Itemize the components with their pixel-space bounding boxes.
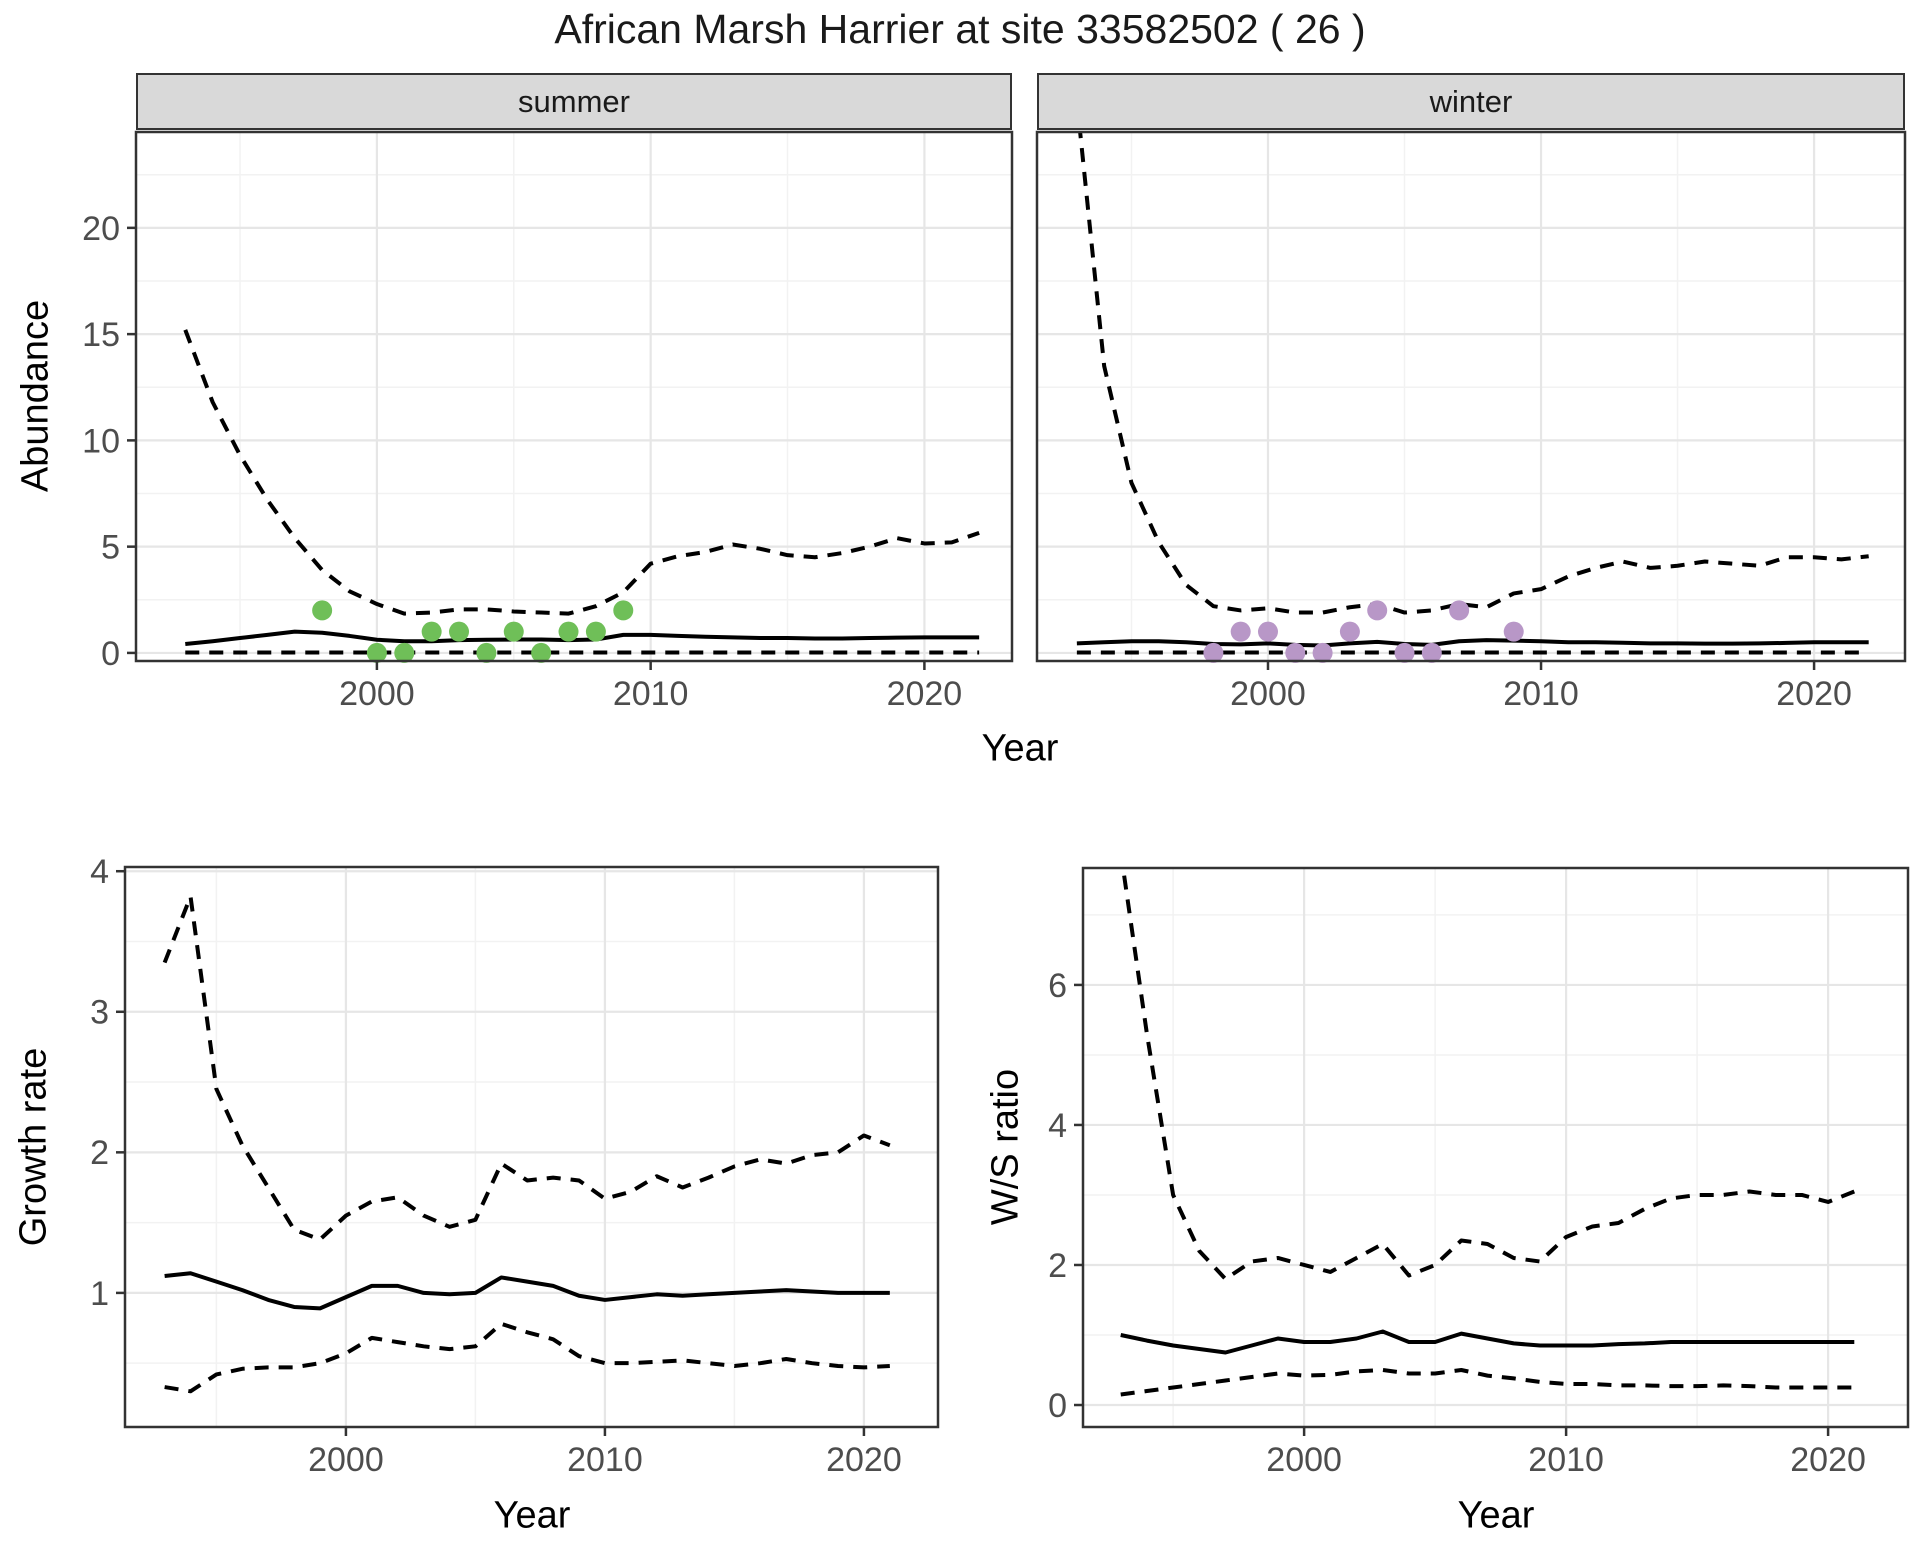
- abundance-axis-title: Abundance: [14, 299, 57, 493]
- y-tick-label: 4: [1048, 1107, 1067, 1145]
- observation-point: [394, 642, 415, 663]
- growth-rate-axis-title: Growth rate: [12, 1047, 55, 1247]
- observation-point: [1503, 621, 1524, 642]
- lower_ci-line: [164, 1321, 890, 1394]
- series-group: [162, 894, 891, 1394]
- y-tick-label: 6: [1048, 967, 1067, 1005]
- year-axis-title-ws: Year: [1457, 1494, 1535, 1537]
- y-tick-label: 2: [1048, 1247, 1067, 1285]
- x-tick-label: 2020: [887, 675, 963, 713]
- panel-background: [1083, 868, 1908, 1427]
- observation-point: [1367, 600, 1388, 621]
- observation-point: [503, 621, 524, 642]
- panel-growth-rate: 2000 2010 2020 1 2 3 4: [90, 853, 940, 1479]
- y-tick-label: 3: [90, 994, 109, 1032]
- y-tick-label: 4: [90, 853, 109, 891]
- y-tick-label: 0: [1048, 1387, 1067, 1425]
- panel-abundance-summer: 2000 2010 2020 0 5 10 15 20: [82, 130, 1014, 713]
- facet-strip-summer: summer: [136, 73, 1012, 130]
- observation-point: [1394, 642, 1415, 663]
- observation-point: [1230, 621, 1251, 642]
- axis-ticks: 2000 2010 2020 1 2 3 4: [90, 853, 902, 1479]
- upper_ci-line: [1078, 132, 1869, 615]
- x-tick-label: 2000: [1266, 1441, 1342, 1479]
- observation-point: [312, 600, 333, 621]
- y-tick-label: 15: [82, 316, 120, 354]
- x-tick-label: 2020: [1790, 1441, 1866, 1479]
- year-axis-title-top: Year: [981, 727, 1059, 770]
- observation-point: [1203, 642, 1224, 663]
- observation-point: [613, 600, 634, 621]
- panel-abundance-winter: 2000 2010 2020: [1035, 130, 1907, 713]
- axis-ticks: 2000 2010 2020 0 5 10 15 20: [82, 210, 962, 713]
- observation-point: [366, 642, 387, 663]
- figure-title: African Marsh Harrier at site 33582502 (…: [554, 6, 1366, 52]
- y-tick-label: 10: [82, 422, 120, 460]
- median-line: [185, 629, 980, 646]
- x-tick-label: 2020: [826, 1441, 902, 1479]
- x-tick-label: 2000: [1230, 675, 1306, 713]
- median-line: [1120, 1329, 1855, 1355]
- panel-background: [1037, 132, 1905, 661]
- observation-point: [1449, 600, 1470, 621]
- panel-background: [125, 867, 938, 1427]
- y-tick-label: 2: [90, 1134, 109, 1172]
- x-tick-label: 2000: [339, 675, 415, 713]
- panel-border: [1035, 130, 1907, 663]
- y-tick-label: 5: [101, 529, 120, 567]
- series-group: [183, 329, 980, 655]
- axis-ticks: 2000 2010 2020: [1230, 661, 1852, 713]
- upper_ci-line: [162, 894, 891, 1242]
- panel-border: [134, 130, 1014, 663]
- x-tick-label: 2000: [308, 1441, 384, 1479]
- y-tick-label: 20: [82, 210, 120, 248]
- panel-border: [1081, 866, 1910, 1429]
- gridlines: [1083, 868, 1908, 1427]
- facet-strip-summer-label: summer: [518, 83, 630, 119]
- axis-ticks: 2000 2010 2020 0 2 4 6: [1048, 967, 1866, 1479]
- observation-point: [1421, 642, 1442, 663]
- observation-point: [1285, 642, 1306, 663]
- observation-point: [558, 621, 579, 642]
- upper_ci-line: [183, 329, 980, 616]
- observation-point: [585, 621, 606, 642]
- observation-point: [1312, 642, 1333, 663]
- y-tick-label: 1: [90, 1275, 109, 1313]
- observation-point: [449, 621, 470, 642]
- observation-point: [531, 642, 552, 663]
- y-tick-label: 0: [101, 635, 120, 673]
- observed-counts-group: [312, 600, 634, 663]
- x-tick-label: 2020: [1776, 675, 1852, 713]
- series-group: [1120, 868, 1856, 1397]
- x-tick-label: 2010: [613, 675, 689, 713]
- x-tick-label: 2010: [567, 1441, 643, 1479]
- x-tick-label: 2010: [1503, 675, 1579, 713]
- observation-point: [476, 642, 497, 663]
- facet-strip-winter-label: winter: [1429, 83, 1513, 119]
- observation-point: [1257, 621, 1278, 642]
- panel-ws-ratio: 2000 2010 2020 0 2 4 6: [1048, 866, 1910, 1479]
- facet-strip-winter: winter: [1037, 73, 1905, 130]
- year-axis-title-growth: Year: [493, 1494, 571, 1537]
- panel-border: [123, 865, 940, 1429]
- observation-point: [421, 621, 442, 642]
- median-line: [1076, 638, 1869, 648]
- lower_ci-line: [1120, 1368, 1855, 1397]
- upper_ci-line: [1121, 868, 1856, 1281]
- panel-background: [136, 132, 1012, 661]
- observation-point: [1339, 621, 1360, 642]
- ws-ratio-axis-title: W/S ratio: [984, 1068, 1027, 1226]
- median-line: [164, 1271, 890, 1311]
- x-tick-label: 2010: [1528, 1441, 1604, 1479]
- observed-counts-group: [1203, 600, 1524, 663]
